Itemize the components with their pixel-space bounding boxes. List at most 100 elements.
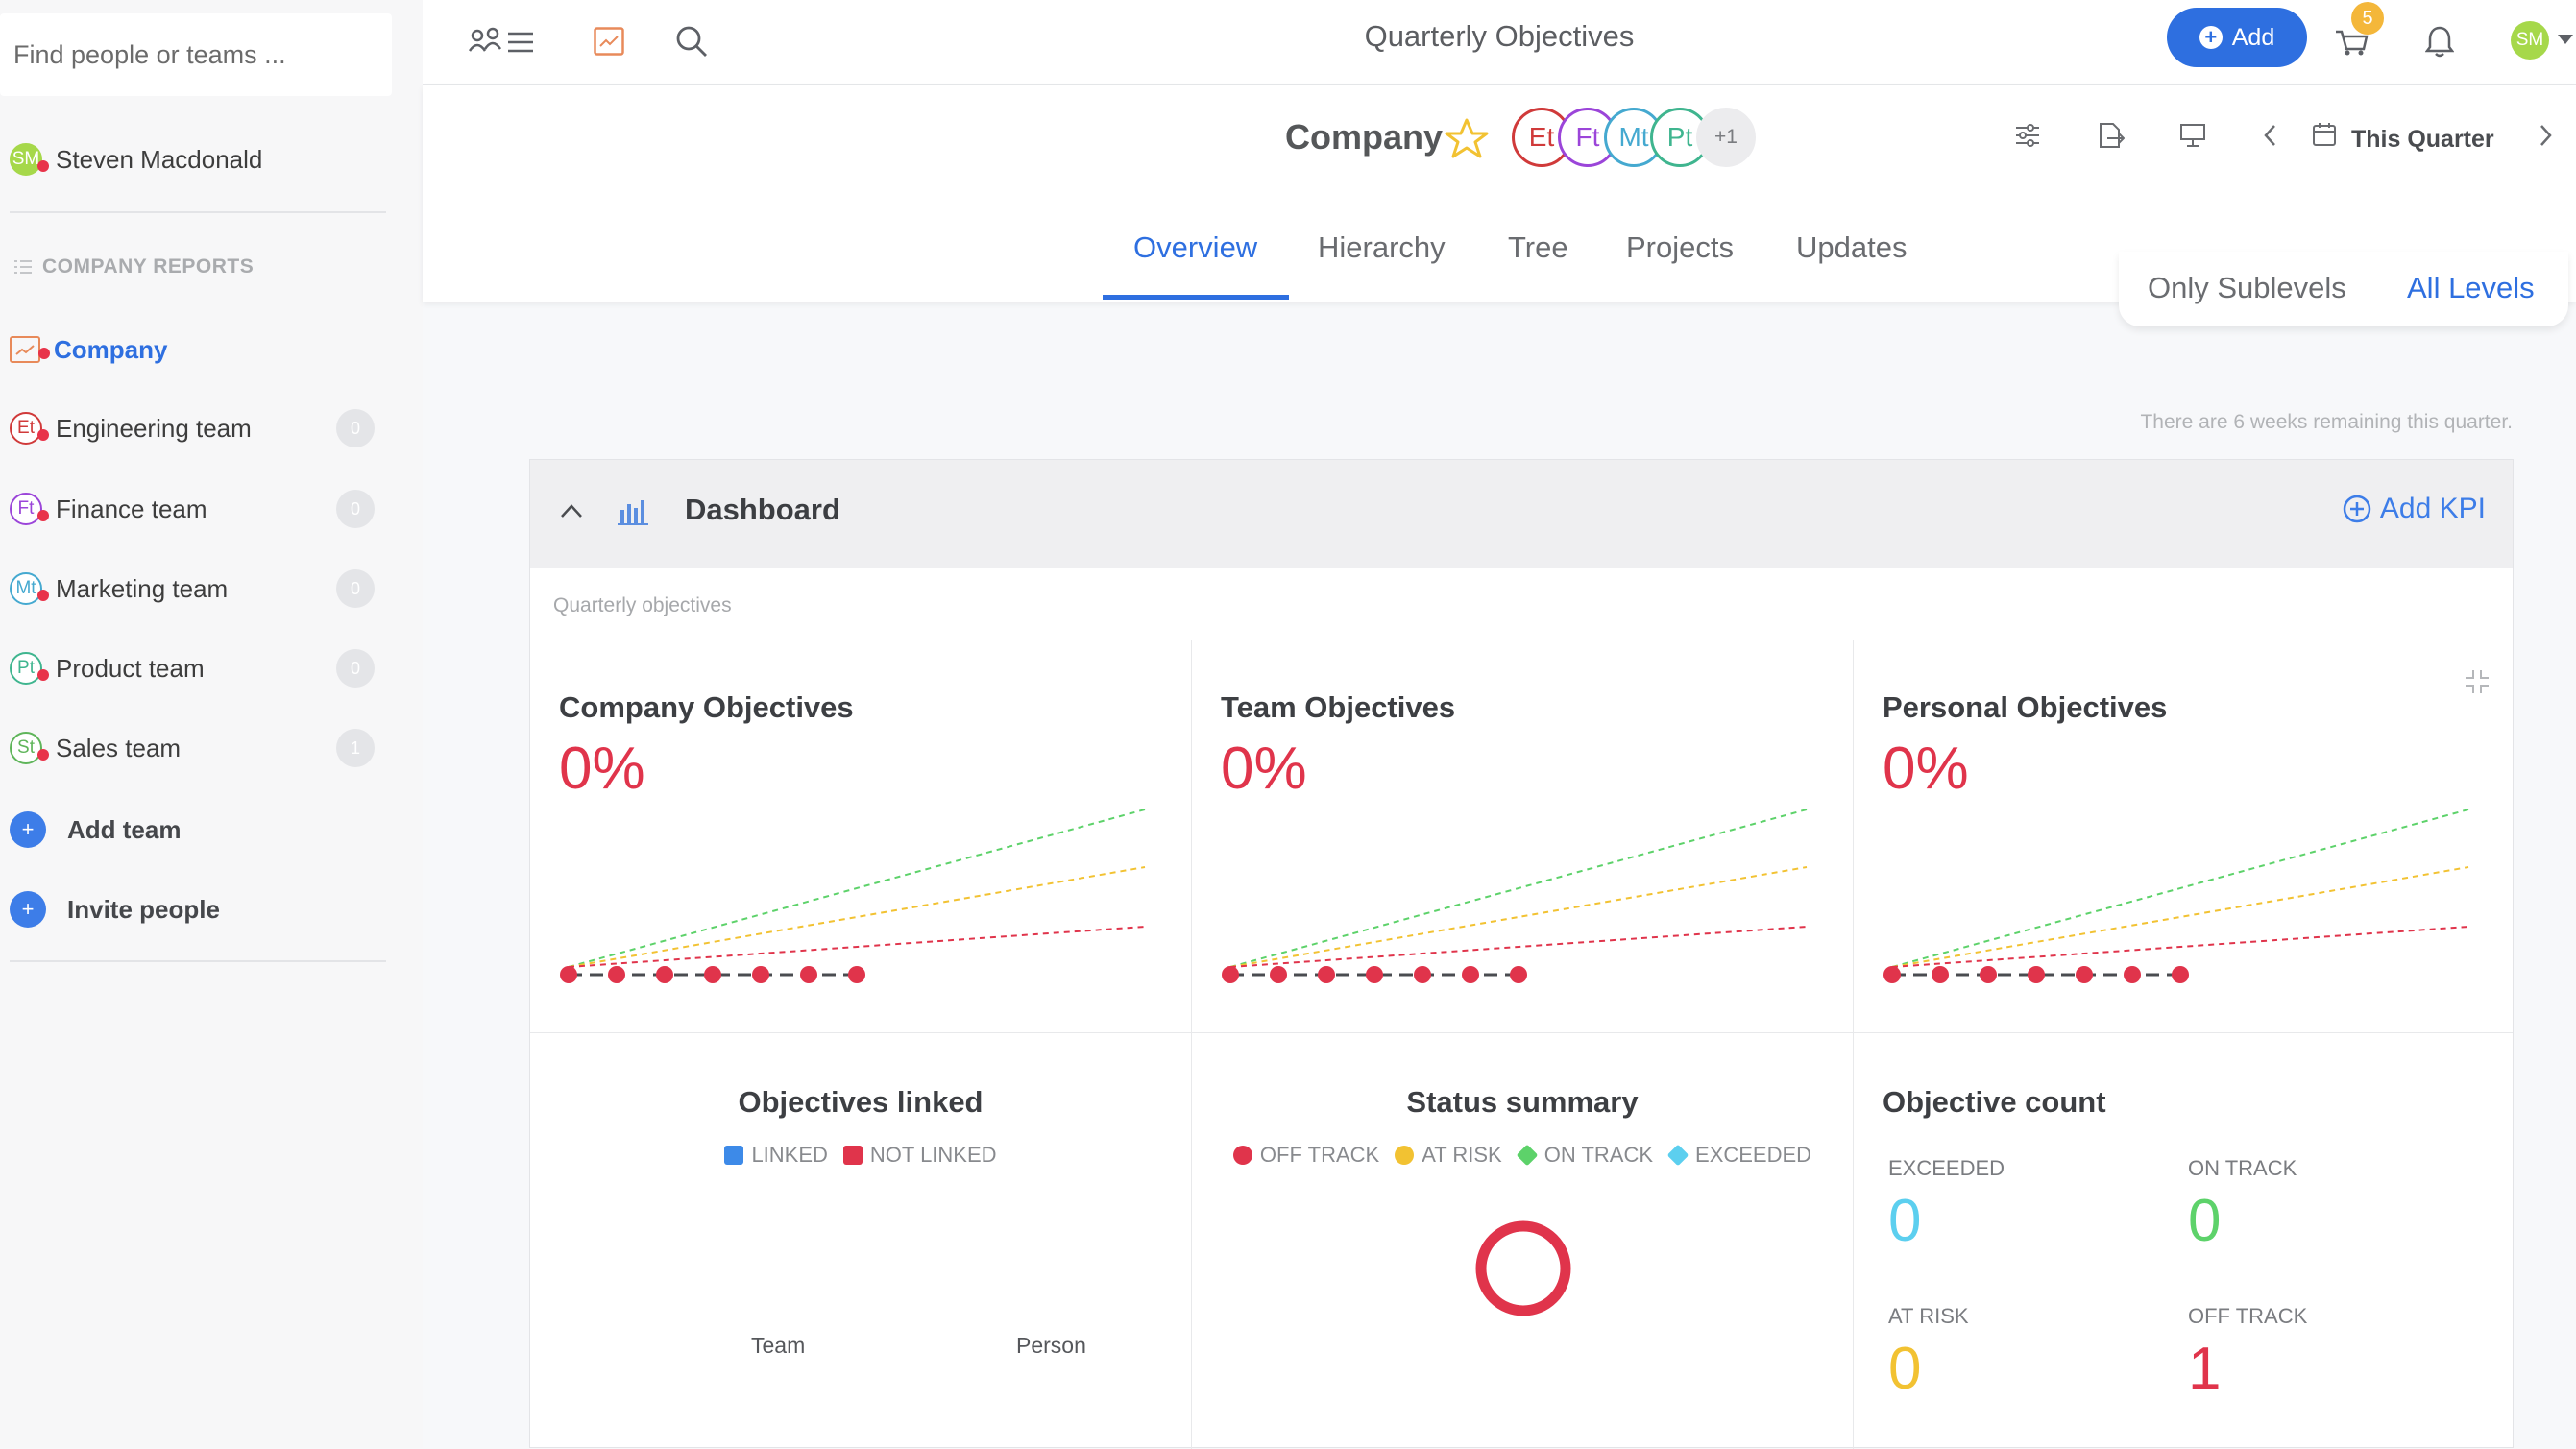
target-line: [1229, 809, 1808, 968]
progress-point: [848, 966, 865, 983]
add-kpi-button[interactable]: Add KPI: [2342, 493, 2486, 525]
presentation-icon[interactable]: [2178, 121, 2207, 155]
chevron-up-icon[interactable]: [559, 502, 584, 524]
add-button[interactable]: + Add: [2167, 8, 2307, 67]
progress-point: [800, 966, 817, 983]
progress-point: [1510, 966, 1527, 983]
add-team-button[interactable]: + Add team: [10, 803, 394, 857]
status-dot: [37, 429, 49, 441]
tab-hierarchy[interactable]: Hierarchy: [1318, 230, 1446, 264]
objectives-linked-card: Objectives linked LINKED NOT LINKED Team…: [530, 1033, 1192, 1449]
star-icon[interactable]: [1445, 117, 1489, 164]
legend-swatch: [724, 1146, 744, 1165]
sidebar-item-team[interactable]: Et Engineering team 0: [10, 401, 394, 455]
all-levels-option[interactable]: All Levels: [2407, 271, 2535, 304]
minimum-line: [1891, 926, 2469, 968]
company-title: Company: [1285, 117, 1444, 157]
status-dot: [38, 348, 50, 359]
sidebar-item-label: Product team: [56, 653, 205, 683]
tab-projects[interactable]: Projects: [1626, 230, 1734, 264]
legend-item-off-track: OFF TRACK: [1232, 1143, 1379, 1168]
export-icon[interactable]: [2096, 121, 2126, 155]
objective-count-badge: 0: [336, 569, 375, 608]
avatar: SM: [10, 143, 49, 176]
tab-tree[interactable]: Tree: [1508, 230, 1568, 264]
notification-badge: 5: [2351, 2, 2384, 35]
status-dot: [37, 510, 49, 521]
more-teams-bubble[interactable]: +1: [1696, 108, 1756, 167]
add-team-label: Add team: [67, 814, 182, 844]
progress-point: [1462, 966, 1479, 983]
calendar-icon[interactable]: [2311, 121, 2338, 153]
legend-item-not-linked: NOT LINKED: [842, 1143, 997, 1168]
avatar-initials: SM: [12, 149, 40, 169]
active-tab-indicator: [1103, 295, 1289, 300]
invite-people-button[interactable]: + Invite people: [10, 882, 394, 936]
legend-item-exceeded: EXCEEDED: [1666, 1143, 1811, 1168]
progress-point: [2076, 966, 2093, 983]
period-selector[interactable]: This Quarter: [2351, 126, 2494, 153]
status-dot: [37, 749, 49, 761]
cart-icon[interactable]: [2322, 17, 2380, 65]
only-sublevels-option[interactable]: Only Sublevels: [2148, 271, 2346, 304]
progress-point: [1222, 966, 1239, 983]
team-initials: St: [17, 737, 35, 758]
user-profile-item[interactable]: SM Steven Macdonald: [10, 133, 394, 186]
search-input[interactable]: Find people or teams ...: [0, 13, 392, 96]
team-list-icon[interactable]: [467, 17, 536, 65]
team-avatar: St: [10, 732, 49, 764]
collapse-icon[interactable]: [2463, 667, 2491, 701]
legend-swatch: [1666, 1144, 1689, 1167]
chevron-down-icon[interactable]: [2557, 33, 2574, 51]
progress-trend-chart: [1222, 809, 1808, 983]
list-icon: [14, 260, 32, 274]
bell-icon[interactable]: [2411, 17, 2468, 65]
axis-label-person: Person: [1016, 1333, 1086, 1358]
progress-point: [2172, 966, 2189, 983]
user-name: Steven Macdonald: [56, 144, 263, 174]
card-title: Team Objectives: [1221, 690, 1456, 724]
tab-updates[interactable]: Updates: [1796, 230, 1908, 264]
section-header: COMPANY REPORTS: [13, 255, 254, 278]
user-avatar[interactable]: SM: [2511, 21, 2549, 60]
sidebar-item-team[interactable]: Pt Product team 0: [10, 641, 394, 695]
card-title: Company Objectives: [559, 690, 854, 724]
sidebar-item-team[interactable]: Ft Finance team 0: [10, 482, 394, 536]
legend-label: LINKED: [751, 1143, 828, 1167]
progress-point: [1414, 966, 1431, 983]
progress-trend-chart: [560, 809, 1146, 983]
team-initials: Et: [17, 418, 35, 438]
sidebar-item-team[interactable]: St Sales team 1: [10, 721, 394, 775]
team-avatar: Ft: [10, 493, 49, 525]
filter-icon[interactable]: [2013, 121, 2042, 155]
objective-count-badge: 0: [336, 409, 375, 447]
team-bubble[interactable]: Et: [1512, 108, 1571, 167]
linked-legend: LINKED NOT LINKED: [530, 1143, 1191, 1168]
progress-point: [704, 966, 721, 983]
sidebar-item-company[interactable]: Company: [10, 323, 394, 376]
objective-count-badge: 1: [336, 729, 375, 767]
search-icon[interactable]: [663, 17, 720, 65]
plus-icon: +: [2199, 26, 2223, 49]
card-title: Status summary: [1406, 1085, 1639, 1119]
count-label-off-track: OFF TRACK: [2188, 1304, 2308, 1328]
section-title: COMPANY REPORTS: [42, 255, 255, 278]
sidebar-item-team[interactable]: Mt Marketing team 0: [10, 562, 394, 616]
count-value-exceeded: 0: [1888, 1188, 1922, 1254]
progress-point: [1932, 966, 1949, 983]
tab-overview[interactable]: Overview: [1133, 230, 1258, 264]
axis-label-team: Team: [751, 1333, 806, 1358]
plus-icon: +: [10, 891, 46, 928]
chevron-right-icon[interactable]: [2536, 123, 2555, 153]
expected-line: [568, 866, 1146, 968]
weeks-remaining-note: There are 6 weeks remaining this quarter…: [2140, 411, 2513, 433]
count-label-on-track: ON TRACK: [2188, 1156, 2297, 1180]
divider: [10, 960, 386, 962]
chart-icon[interactable]: [580, 17, 638, 65]
team-bubble[interactable]: Pt: [1650, 108, 1710, 167]
progress-point: [752, 966, 769, 983]
card-title: Objectives linked: [738, 1085, 984, 1119]
level-toggle: Only Sublevels All Levels: [2119, 252, 2568, 326]
chevron-left-icon[interactable]: [2261, 123, 2280, 153]
status-summary-card: Status summary OFF TRACK AT RISK ON TRAC…: [1192, 1033, 1854, 1449]
